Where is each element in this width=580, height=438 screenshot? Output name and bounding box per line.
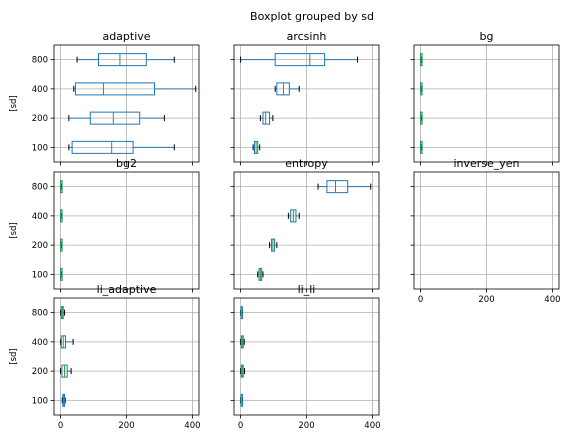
box-800 [240, 53, 359, 67]
x-tick-label: 200 [478, 295, 494, 305]
box-200 [420, 111, 423, 125]
subplot-grid: adaptive 100 200 400 800 [sd] arcsinh bg bg2 100 2… [9, 30, 561, 431]
box-200 [240, 364, 246, 378]
x-tick-label: 200 [118, 421, 134, 431]
y-tick-label: 200 [32, 114, 48, 124]
y-tick-label: 400 [32, 85, 48, 95]
subplot-title: bg [480, 30, 494, 43]
box-100 [61, 393, 66, 407]
box-iqr [71, 140, 134, 154]
y-tick-label: 800 [32, 183, 48, 193]
x-tick-label: 400 [364, 421, 380, 431]
box-iqr [97, 53, 147, 67]
subplot-title: inverse_yen [453, 157, 519, 170]
box-100 [420, 140, 423, 154]
y-tick-label: 400 [32, 212, 48, 222]
y-tick-label: 100 [32, 143, 48, 153]
y-axis-label: [sd] [9, 222, 19, 238]
box-200 [68, 111, 165, 125]
box-100 [252, 140, 261, 154]
y-tick-label: 200 [32, 367, 48, 377]
y-tick-label: 800 [32, 309, 48, 319]
x-tick-label: 0 [418, 295, 423, 305]
x-tick-label: 400 [544, 295, 560, 305]
box-400 [420, 82, 423, 96]
box-iqr [326, 180, 349, 194]
box-800 [317, 180, 372, 194]
box-iqr [74, 82, 156, 96]
subplot-li-adaptive: li_adaptive 0 200 400 100 200 400 800 [sd] [9, 283, 201, 431]
box-400 [60, 209, 63, 223]
subplot-title: adaptive [102, 30, 150, 43]
y-tick-label: 200 [32, 241, 48, 251]
box-200 [60, 238, 63, 252]
box-400 [274, 82, 300, 96]
box-800 [76, 53, 175, 67]
box-100 [257, 267, 264, 281]
subplot-entropy: entropy [230, 157, 380, 293]
box-200 [60, 364, 72, 378]
subplot-li-li: li_li 0 200 400 [230, 283, 381, 431]
box-800 [60, 306, 66, 320]
box-800 [240, 306, 244, 320]
x-tick-label: 400 [184, 421, 200, 431]
y-axis-label: [sd] [9, 348, 19, 364]
y-tick-label: 100 [32, 396, 48, 406]
y-axis-label: [sd] [9, 95, 19, 111]
box-100 [68, 140, 175, 154]
subplot-title: li_li [298, 283, 316, 296]
subplot-title: li_adaptive [97, 283, 157, 296]
box-800 [60, 180, 63, 194]
box-iqr [262, 111, 271, 125]
subplot-title: entropy [285, 157, 328, 170]
box-200 [269, 238, 278, 252]
figure-title: Boxplot grouped by sd [250, 10, 374, 23]
box-100 [60, 267, 63, 281]
box-400 [240, 335, 245, 349]
box-400 [73, 82, 197, 96]
subplot-title: arcsinh [287, 30, 327, 43]
subplot-bg2: bg2 100 200 400 800 [sd] [9, 157, 200, 293]
box-iqr [274, 53, 326, 67]
subplot-adaptive: adaptive 100 200 400 800 [sd] [9, 30, 200, 166]
y-tick-label: 400 [32, 338, 48, 348]
box-400 [60, 335, 74, 349]
box-iqr [89, 111, 141, 125]
subplot-arcsinh: arcsinh [230, 30, 380, 166]
x-tick-label: 200 [298, 421, 314, 431]
subplot-inverse-yen: inverse_yen 0 200 400 [410, 157, 561, 305]
box-200 [259, 111, 274, 125]
box-100 [240, 393, 244, 407]
box-800 [420, 53, 423, 67]
x-tick-label: 0 [58, 421, 63, 431]
x-tick-label: 0 [238, 421, 243, 431]
subplot-bg: bg [410, 30, 560, 166]
y-tick-label: 100 [32, 270, 48, 280]
box-400 [287, 209, 300, 223]
subplot-title: bg2 [116, 157, 137, 170]
y-tick-label: 800 [32, 56, 48, 66]
